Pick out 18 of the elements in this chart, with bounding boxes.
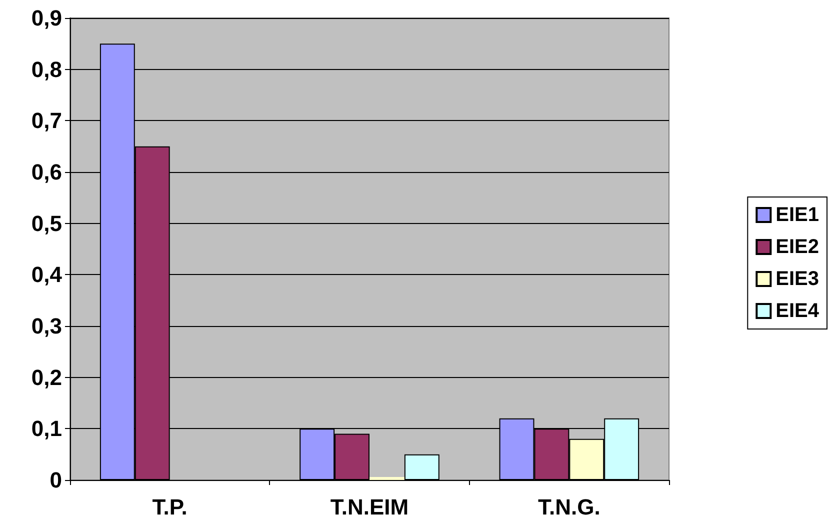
bar [404, 454, 440, 480]
y-tick-label: 0,2 [31, 364, 62, 390]
y-tick-label: 0,9 [31, 6, 62, 30]
x-tick-label: T.N.G. [538, 494, 600, 520]
legend-label: EIE3 [776, 268, 819, 290]
y-tick-label: 0,3 [31, 314, 62, 338]
x-tick-label: T.N.EIM [330, 494, 409, 520]
y-tick-label: 0 [50, 468, 62, 492]
x-tick-label: T.P. [152, 494, 188, 520]
y-tick-label: 0,8 [31, 56, 62, 82]
legend-label: EIE1 [776, 204, 819, 226]
y-tick-label: 0,5 [31, 210, 62, 236]
legend-label: EIE4 [776, 300, 820, 322]
y-tick-label: 0,7 [31, 108, 62, 134]
legend-label: EIE2 [776, 236, 819, 258]
y-tick-label: 0,4 [31, 262, 63, 288]
y-tick-label: 0,6 [31, 160, 62, 184]
y-tick-label: 0,1 [31, 416, 62, 442]
